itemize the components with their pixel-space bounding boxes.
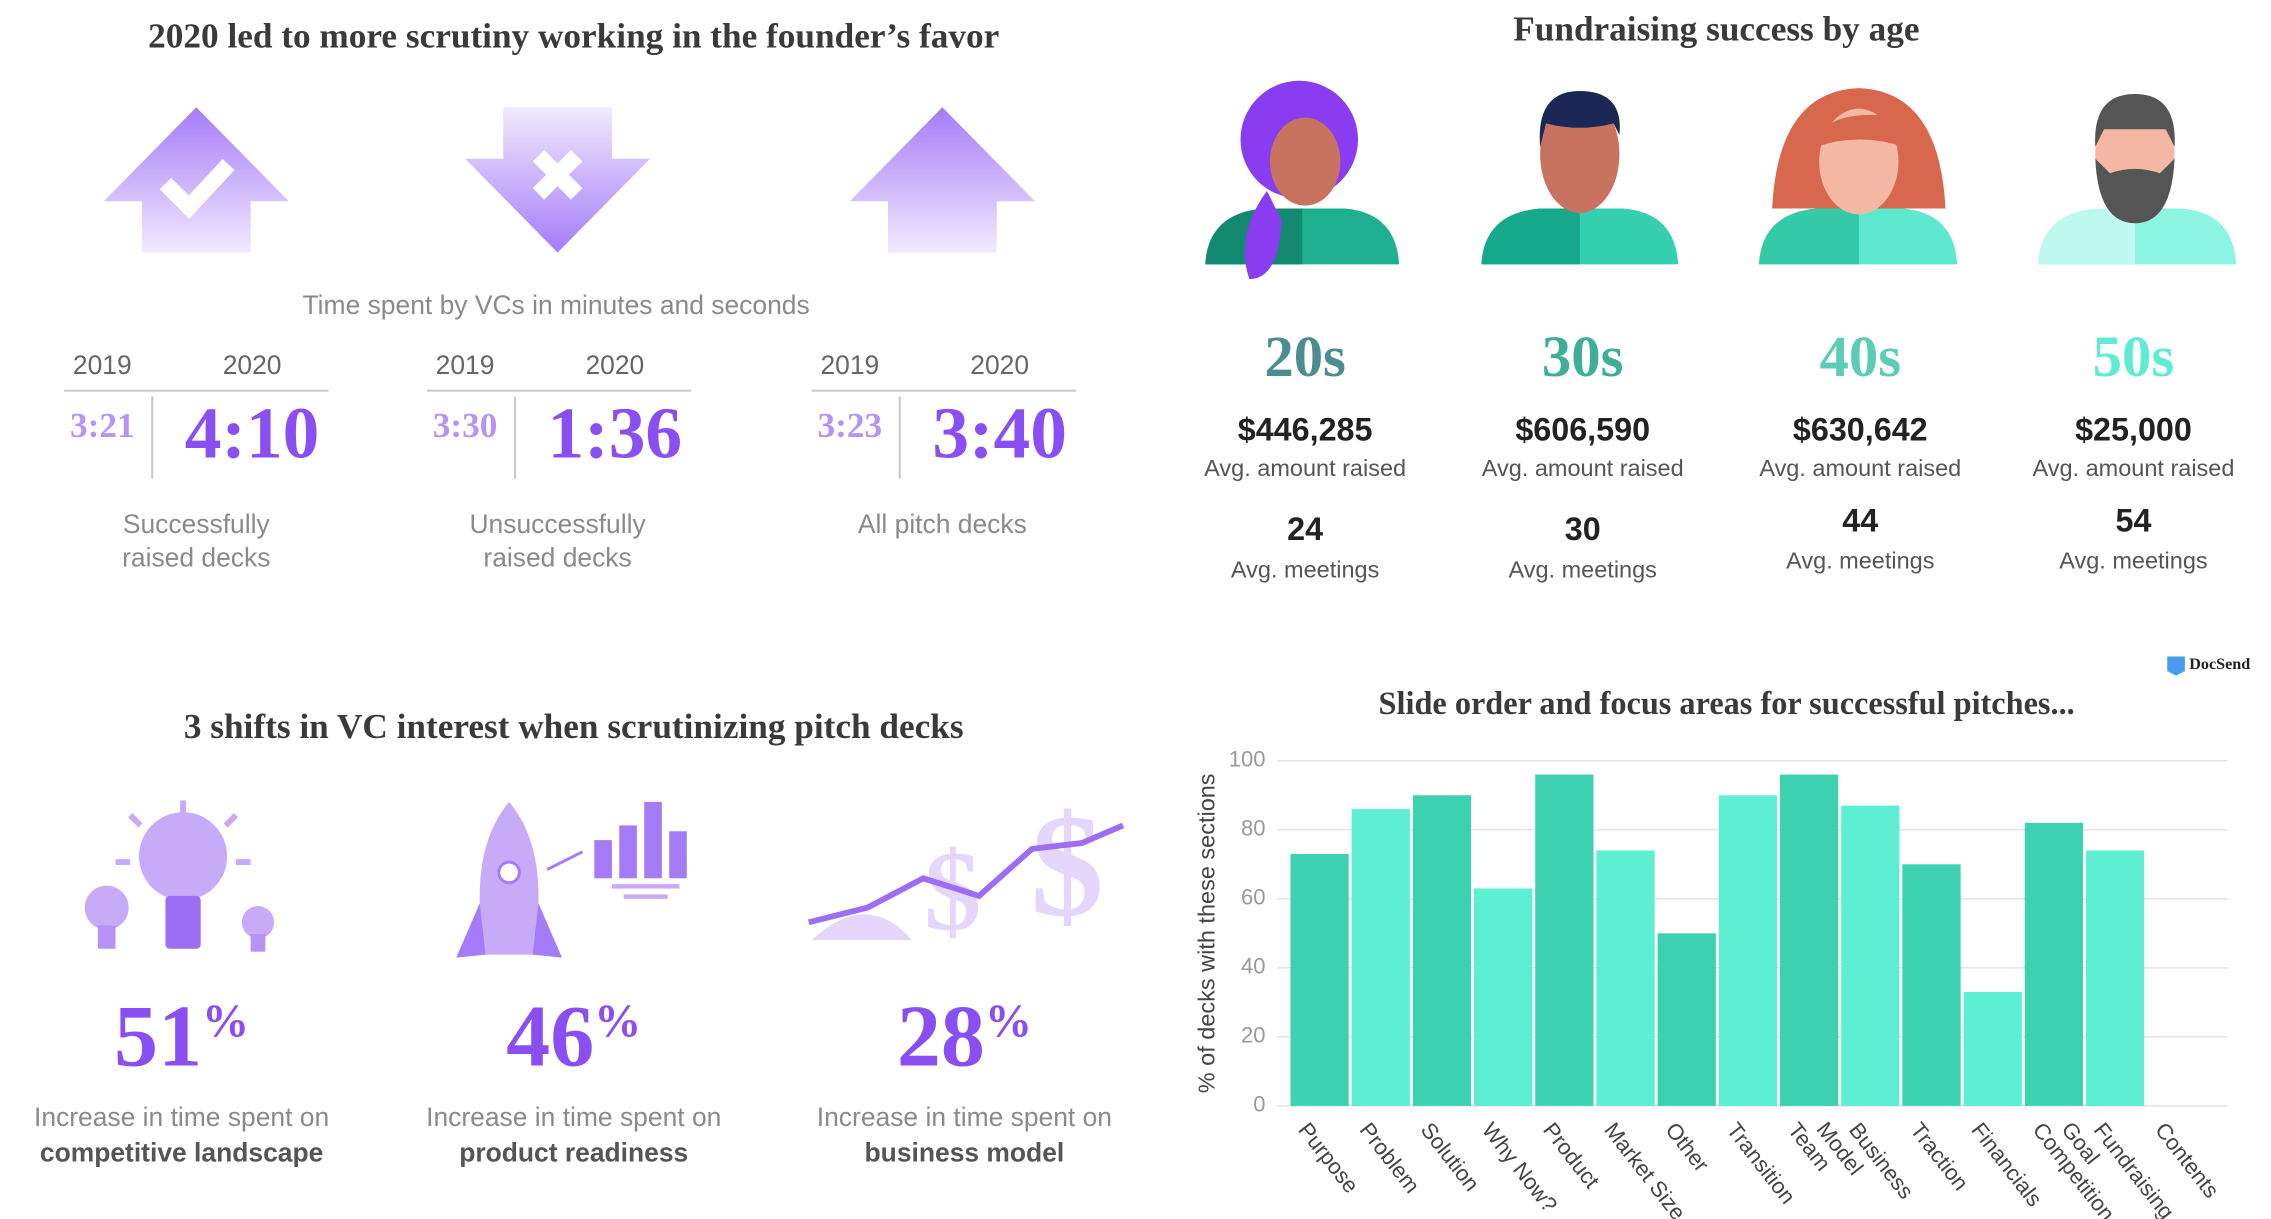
rocket-icon	[456, 801, 687, 958]
amount: $25,000	[2075, 411, 2192, 447]
time-current: 3:40	[932, 392, 1067, 473]
amount: $606,590	[1515, 411, 1650, 447]
avatar-50s	[2038, 93, 2237, 265]
shift-text: Increase in time spent on	[817, 1102, 1112, 1132]
year-label: 2019	[436, 350, 495, 380]
avatar-20s	[1205, 80, 1400, 280]
amount-label: Avg. amount raised	[1204, 455, 1406, 481]
shift-number: 51	[114, 988, 202, 1086]
y-tick-label: 80	[1241, 816, 1266, 841]
x-tick-label: Purpose	[1293, 1118, 1363, 1198]
bar	[2024, 822, 2084, 1106]
time-current: 1:36	[548, 392, 683, 473]
x-tick-label: Solution	[1416, 1118, 1485, 1196]
bar	[2085, 850, 2145, 1106]
amount-label: Avg. amount raised	[1482, 455, 1684, 481]
bar	[1596, 850, 1655, 1106]
meetings: 30	[1565, 511, 1601, 547]
year-label: 2020	[970, 350, 1029, 380]
svg-text:$: $	[1030, 784, 1103, 947]
shift-text: Increase in time spent on	[426, 1102, 721, 1132]
shift-value: 28%	[897, 988, 1032, 1086]
x-tick-label: Other	[1661, 1118, 1715, 1177]
shift-number: 28	[897, 988, 985, 1086]
shift-focus: business model	[865, 1137, 1065, 1167]
avatar-40s	[1758, 88, 1958, 265]
dollar-growth-icon: $ $	[808, 784, 1125, 955]
up-arrow-icon	[849, 107, 1035, 253]
group-label: All pitch decks	[858, 509, 1027, 539]
shift-unit: %	[985, 995, 1032, 1047]
time-previous: 3:30	[433, 406, 498, 445]
bar	[1902, 864, 1961, 1106]
bar	[1290, 853, 1349, 1106]
bar	[1963, 992, 2022, 1106]
age-label: 30s	[1542, 324, 1624, 389]
decorations: $ $	[84, 80, 2237, 958]
shift-number: 46	[506, 988, 594, 1086]
y-tick-label: 20	[1241, 1023, 1266, 1048]
shift-text: Increase in time spent on	[34, 1102, 329, 1132]
time-previous: 3:23	[818, 406, 883, 445]
bar	[1657, 933, 1716, 1106]
amount-label: Avg. amount raised	[2033, 455, 2235, 481]
year-label: 2020	[223, 350, 282, 380]
bar	[1718, 795, 1778, 1106]
y-tick-label: 0	[1253, 1092, 1265, 1117]
x-tick-label: Problem	[1355, 1118, 1425, 1198]
down-x-icon	[465, 107, 651, 253]
meetings-label: Avg. meetings	[1509, 557, 1657, 583]
meetings: 44	[1842, 502, 1878, 538]
y-axis-label: % of decks with these sections	[1193, 773, 1219, 1093]
amount-label: Avg. amount raised	[1759, 455, 1961, 481]
logo-mark	[2167, 656, 2185, 676]
up-check-icon	[103, 107, 289, 253]
group-label: Unsuccessfully	[469, 509, 646, 539]
y-tick-label: 100	[1229, 747, 1266, 772]
age-label: 50s	[2093, 324, 2175, 389]
y-tick-label: 60	[1241, 885, 1266, 910]
logo: DocSend	[2189, 656, 2250, 673]
meetings-label: Avg. meetings	[2059, 548, 2207, 574]
amount: $630,642	[1793, 411, 1928, 447]
age-label: 40s	[1819, 324, 1901, 389]
section-subtitle: Time spent by VCs in minutes and seconds	[303, 290, 810, 320]
shift-value: 46%	[506, 988, 641, 1086]
bar	[1780, 774, 1839, 1106]
meetings: 54	[2115, 502, 2151, 538]
bar	[1351, 809, 1410, 1106]
shift-focus: competitive landscape	[40, 1137, 323, 1167]
shift-focus: product readiness	[459, 1137, 688, 1167]
time-current: 4:10	[185, 392, 320, 473]
shift-value: 51%	[114, 988, 249, 1086]
age-label: 20s	[1264, 324, 1346, 389]
chart-title: Slide order and focus areas for successf…	[1379, 685, 2075, 721]
section-title: Fundraising success by age	[1513, 9, 1919, 48]
shift-unit: %	[594, 995, 641, 1047]
section-title: 2020 led to more scrutiny working in the…	[148, 17, 999, 56]
year-label: 2020	[585, 350, 644, 380]
bar	[1474, 888, 1533, 1106]
amount: $446,285	[1238, 411, 1373, 447]
year-label: 2019	[820, 350, 879, 380]
group-label: raised decks	[483, 543, 631, 573]
group-label: raised decks	[122, 543, 270, 573]
shift-unit: %	[202, 995, 249, 1047]
section-title: 3 shifts in VC interest when scrutinizin…	[184, 707, 964, 746]
group-label: Successfully	[123, 509, 271, 539]
lightbulb-icon	[84, 800, 275, 952]
time-previous: 3:21	[70, 406, 135, 445]
y-tick-label: 40	[1241, 954, 1266, 979]
bar	[1412, 795, 1472, 1106]
x-tick-label: Product	[1538, 1118, 1604, 1193]
avatar-30s	[1481, 91, 1679, 265]
year-label: 2019	[73, 350, 132, 380]
meetings-label: Avg. meetings	[1786, 548, 1934, 574]
meetings: 24	[1287, 511, 1323, 547]
meetings-label: Avg. meetings	[1231, 557, 1379, 583]
bar	[1841, 805, 1900, 1106]
bar	[1535, 774, 1594, 1106]
